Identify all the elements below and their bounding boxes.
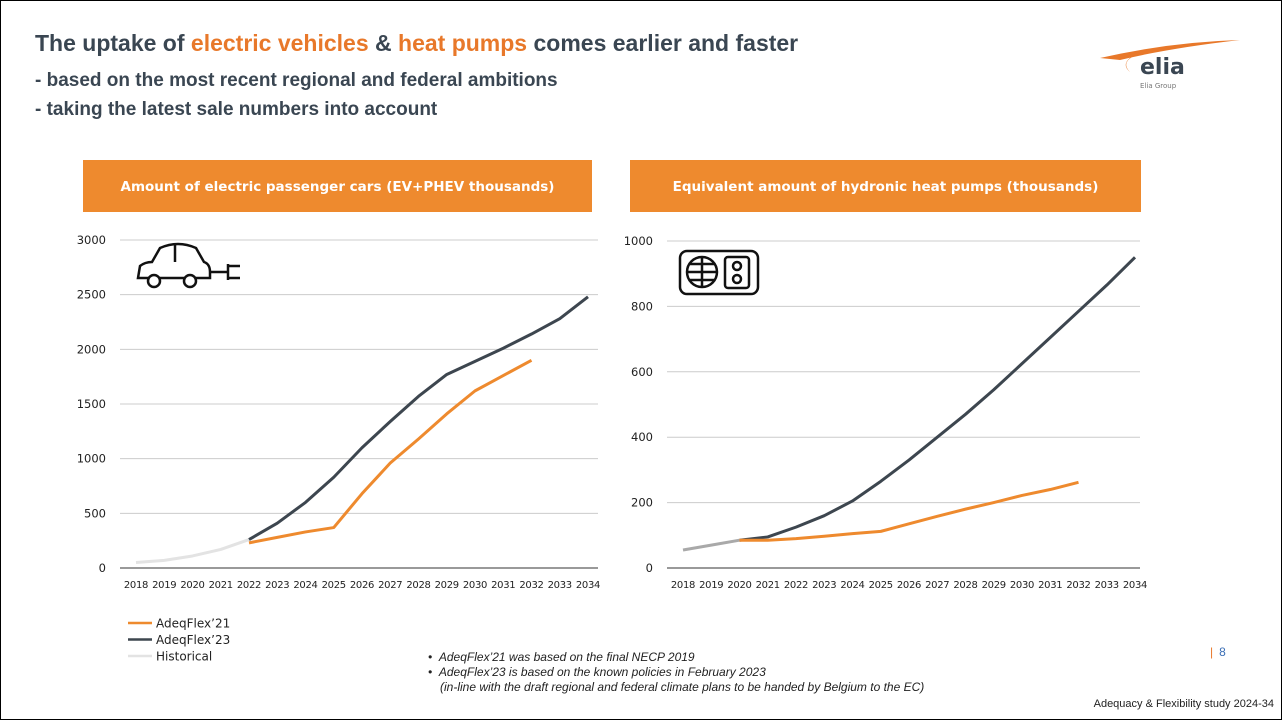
subtitle: - taking the latest sale numbers into ac… [35, 99, 438, 120]
x-tick-label: 2027 [378, 580, 402, 591]
logo: elia Elia Group [1100, 40, 1240, 90]
x-tick-label: 2030 [463, 580, 487, 591]
chart-header [630, 160, 1141, 212]
title-part: & [368, 30, 399, 56]
series-line [248, 358, 533, 545]
chart-title: Equivalent amount of hydronic heat pumps… [673, 179, 1099, 195]
note-text: (in-line with the draft regional and fed… [440, 680, 925, 694]
series-line [135, 538, 250, 565]
x-tick-label: 2026 [350, 580, 374, 591]
x-tick-label: 2021 [756, 580, 780, 591]
series-line [739, 256, 1137, 542]
note: (in-line with the draft regional and fed… [428, 680, 924, 695]
y-tick-label: 600 [631, 365, 653, 379]
x-tick-label: 2030 [1010, 580, 1034, 591]
notes: • AdeqFlex’21 was based on the final NEC… [428, 650, 924, 695]
x-tick-label: 2031 [1038, 580, 1062, 591]
footer: Adequacy & Flexibility study 2024-34 [1093, 698, 1274, 710]
note-text: AdeqFlex’23 is based on the known polici… [438, 665, 766, 679]
x-tick-label: 2020 [180, 580, 204, 591]
x-tick-label: 2031 [491, 580, 515, 591]
y-tick-label: 0 [646, 561, 653, 575]
x-tick-label: 2025 [322, 580, 346, 591]
y-tick-label: 1000 [624, 234, 653, 248]
x-tick-label: 2029 [982, 580, 1006, 591]
y-tick-label: 800 [631, 299, 653, 313]
y-tick-label: 200 [631, 496, 653, 510]
x-tick-label: 2028 [953, 580, 977, 591]
x-tick-label: 2032 [519, 580, 543, 591]
x-tick-label: 2021 [209, 580, 233, 591]
y-tick-label: 2500 [77, 288, 106, 302]
x-tick-label: 2034 [576, 580, 600, 591]
title-part: The uptake of [35, 30, 191, 56]
logo-text: elia [1140, 55, 1185, 80]
page-number-text: 8 [1219, 645, 1226, 659]
x-tick-label: 2020 [727, 580, 751, 591]
title-highlight: heat pumps [398, 30, 528, 56]
series-line [739, 480, 1079, 542]
title-part: comes earlier and faster [527, 30, 799, 56]
x-tick-label: 2025 [869, 580, 893, 591]
x-tick-label: 2028 [406, 580, 430, 591]
note: • AdeqFlex’21 was based on the final NEC… [428, 650, 695, 664]
x-tick-label: 2018 [671, 580, 695, 591]
x-tick-label: 2024 [293, 580, 317, 591]
note-text: AdeqFlex’21 was based on the final NECP … [438, 650, 695, 664]
legend-label: AdeqFlex’23 [156, 633, 230, 647]
subtitle: - based on the most recent regional and … [35, 70, 558, 91]
x-tick-label: 2018 [124, 580, 148, 591]
logo-group: Elia Group [1140, 82, 1177, 90]
legend-label: Historical [156, 650, 212, 664]
x-tick-label: 2019 [152, 580, 176, 591]
y-tick-label: 1500 [77, 397, 106, 411]
y-tick-label: 2000 [77, 342, 106, 356]
x-tick-label: 2024 [840, 580, 864, 591]
x-tick-label: 2033 [548, 580, 572, 591]
chart-title: Amount of electric passenger cars (EV+PH… [121, 179, 555, 195]
x-tick-label: 2027 [925, 580, 949, 591]
heat-pump-icon [678, 249, 760, 296]
title-highlight: electric vehicles [190, 30, 369, 56]
y-tick-label: 500 [84, 506, 106, 520]
x-tick-label: 2022 [237, 580, 261, 591]
slide-title: The uptake of electric vehicles & heat p… [35, 30, 798, 57]
x-tick-label: 2029 [435, 580, 459, 591]
y-tick-label: 3000 [77, 233, 106, 247]
x-tick-label: 2023 [812, 580, 836, 591]
x-tick-label: 2032 [1066, 580, 1090, 591]
series-line [248, 295, 589, 541]
y-tick-label: 400 [631, 430, 653, 444]
legend-label: AdeqFlex’21 [156, 617, 230, 631]
chart-header [83, 160, 592, 212]
series-line [682, 538, 740, 552]
x-tick-label: 2019 [699, 580, 723, 591]
x-tick-label: 2022 [784, 580, 808, 591]
x-tick-label: 2033 [1095, 580, 1119, 591]
page-number: | 8 [1210, 645, 1226, 659]
y-tick-label: 0 [99, 561, 106, 575]
x-tick-label: 2034 [1123, 580, 1147, 591]
car-icon [136, 242, 240, 289]
y-tick-label: 1000 [77, 452, 106, 466]
note: • AdeqFlex’23 is based on the known poli… [428, 665, 766, 679]
x-tick-label: 2026 [897, 580, 921, 591]
x-tick-label: 2023 [265, 580, 289, 591]
